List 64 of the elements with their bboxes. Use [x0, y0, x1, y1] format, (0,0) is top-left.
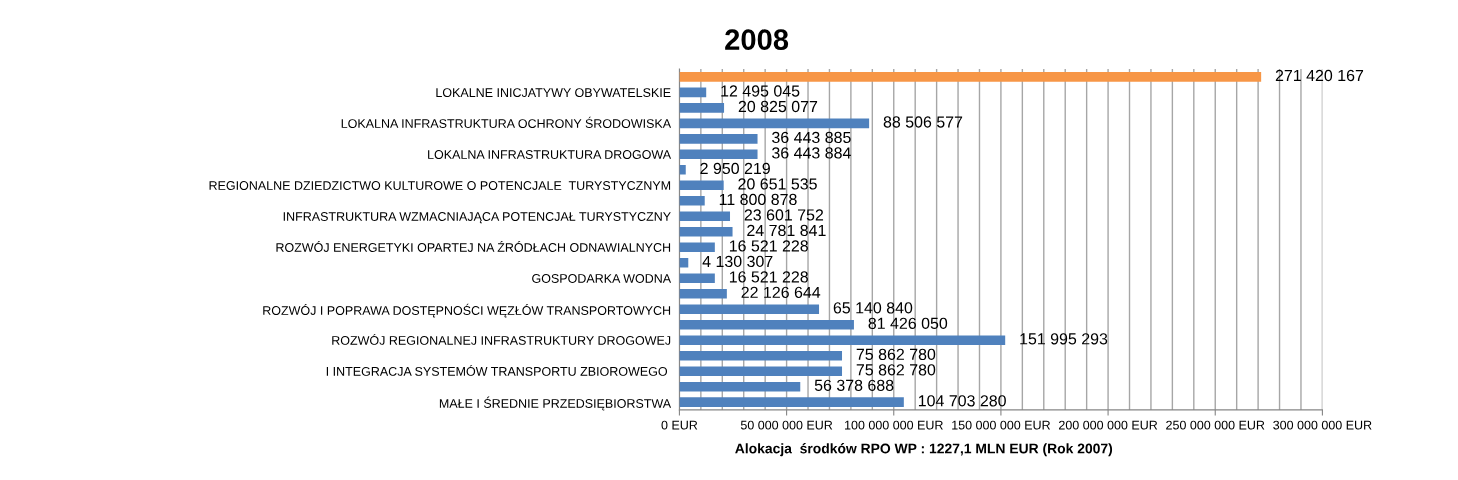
- bar: [679, 366, 843, 376]
- x-tick-label: 250 000 000 EUR: [1166, 420, 1265, 430]
- x-tick-label: 300 000 000 EUR: [1273, 420, 1372, 430]
- data-label: 16 521 228: [729, 271, 808, 283]
- y-tick-label: GOSPODARKA WODNA: [532, 274, 672, 283]
- y-tick-label: ROZWÓJ REGIONALNEJ INFRASTRUKTURY DROGOWEJ: [332, 333, 671, 345]
- x-tick-label: 150 000 000 EUR: [952, 420, 1051, 430]
- bar: [679, 165, 686, 175]
- bar: [679, 350, 843, 361]
- data-label: 4 130 307: [702, 255, 773, 268]
- bar: [679, 87, 707, 98]
- data-label: 16 521 228: [729, 240, 808, 252]
- bar: [679, 257, 689, 268]
- data-label: 20 825 077: [738, 100, 818, 113]
- y-tick-label: ROZWÓJ I POPRAWA DOSTĘPNOŚCI WĘZŁÓW TRANSPORTOWYCH: [263, 303, 671, 318]
- bar: [679, 397, 904, 407]
- bar: [679, 304, 820, 315]
- data-label: 75 862 780: [856, 348, 936, 360]
- x-tick-label: 50 000 000 EUR: [740, 420, 833, 430]
- bar: [679, 319, 854, 330]
- y-tick-label: LOKALNA INFRASTRUKTURA DROGOWA: [428, 150, 672, 159]
- data-label: 36 443 884: [772, 147, 851, 159]
- y-tick-label: INFRASTRUKTURA WZMACNIAJĄCA POTENCJAŁ TURYSTYCZNY: [283, 212, 671, 224]
- bar: [679, 72, 1262, 82]
- x-tick-label: 200 000 000 EUR: [1059, 420, 1158, 430]
- bar: [679, 273, 715, 284]
- data-label: 22 126 644: [741, 286, 821, 299]
- data-label: 12 495 045: [721, 85, 800, 97]
- data-label: 36 443 885: [772, 131, 851, 144]
- y-tick-label: MAŁE I ŚREDNIE PRZEDSIĘBIORSTWA: [439, 396, 672, 411]
- data-label: 88 506 577: [883, 116, 963, 128]
- bar: [679, 103, 725, 113]
- y-tick-label: REGIONALNE DZIEDZICTWO KULTUROWE O POTENCJALE TURYSTYCZNYM: [209, 181, 671, 190]
- bar: [679, 242, 715, 253]
- y-tick-label: LOKALNE INICJATYWY OBYWATELSKIE: [436, 88, 671, 98]
- data-label: 56 378 688: [814, 379, 894, 391]
- data-label: 11 800 878: [719, 193, 797, 206]
- data-label: 75 862 780: [856, 364, 936, 376]
- data-label: 65 140 840: [833, 302, 913, 314]
- bar: [679, 381, 801, 392]
- bar: [679, 180, 724, 191]
- x-tick-label: 0 EUR: [661, 420, 698, 430]
- x-tick-label: 100 000 000 EUR: [845, 420, 943, 430]
- data-label: 20 651 535: [738, 178, 817, 190]
- data-label: 151 995 293: [1020, 333, 1108, 345]
- x-axis-title: Alokacja środków RPO WP : 1227,1 MLN EUR (Rok 2007): [735, 443, 1113, 457]
- bar: [679, 335, 1006, 346]
- data-label: 81 426 050: [868, 317, 948, 330]
- bar: [679, 118, 870, 129]
- chart-title: 2008: [725, 29, 789, 50]
- bar: [679, 134, 758, 144]
- bar: [679, 288, 727, 299]
- y-tick-label: I INTEGRACJA SYSTEMÓW TRANSPORTU ZBIOROWEGO: [326, 364, 668, 376]
- data-label: 271 420 167: [1275, 69, 1364, 82]
- data-label: 23 601 752: [744, 209, 824, 221]
- data-label: 24 781 841: [747, 224, 826, 237]
- bar: [679, 211, 731, 222]
- data-label: 2 950 219: [700, 162, 770, 175]
- y-tick-label: ROZWÓJ ENERGETYKI OPARTEJ NA ŹRÓDŁACH ODNAWIALNYCH: [276, 240, 671, 252]
- y-tick-label: LOKALNA INFRASTRUKTURA OCHRONY ŚRODOWISKA: [341, 116, 672, 128]
- data-label: 104 703 280: [918, 395, 1006, 407]
- bar: [679, 195, 705, 206]
- bar: [679, 226, 733, 237]
- bar: [679, 149, 758, 160]
